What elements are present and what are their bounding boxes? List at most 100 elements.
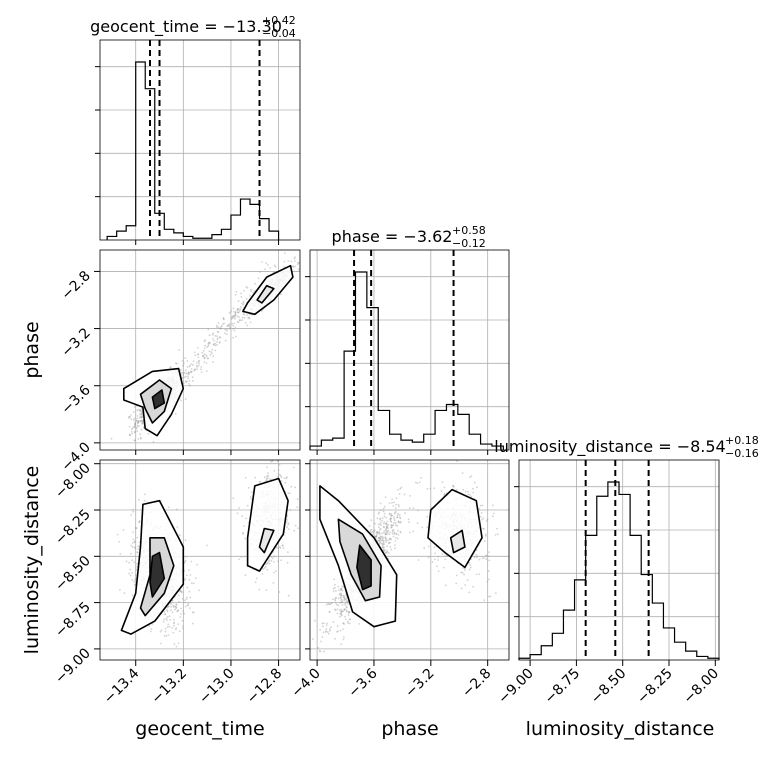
sample-point — [341, 610, 344, 613]
sample-point — [122, 529, 125, 531]
sample-point — [183, 561, 186, 563]
sample-point — [180, 399, 182, 402]
x-tick-label: −8.75 — [542, 666, 584, 708]
sample-point — [342, 610, 344, 613]
sample-point — [395, 532, 398, 535]
sample-point — [135, 574, 137, 576]
sample-point — [341, 599, 344, 601]
sample-point — [389, 518, 392, 521]
sample-point — [140, 416, 143, 418]
sample-point — [194, 369, 196, 371]
sample-point — [368, 525, 371, 527]
sample-point — [494, 534, 497, 536]
sample-point — [390, 521, 393, 523]
sample-point — [212, 332, 215, 335]
sample-point — [151, 623, 154, 625]
sample-point — [193, 369, 196, 372]
sample-point — [184, 380, 187, 383]
sample-point — [128, 572, 131, 575]
sample-point — [389, 546, 392, 548]
sample-point — [268, 559, 270, 561]
sample-point — [214, 342, 217, 345]
sample-point — [345, 597, 348, 599]
sample-point — [150, 630, 152, 633]
x-tick-label: −2.8 — [459, 666, 494, 701]
panel-geocent-time-vs-luminosity-distance — [99, 459, 301, 661]
sample-point — [398, 521, 400, 524]
sample-point — [180, 591, 183, 593]
sample-point — [237, 311, 240, 314]
ylabel-phase: phase — [21, 321, 43, 378]
sample-point — [385, 537, 388, 540]
sample-point — [136, 417, 138, 420]
sample-point — [170, 605, 172, 608]
sample-point — [163, 618, 166, 621]
sample-point — [235, 335, 237, 338]
sample-point — [381, 519, 384, 522]
sample-point — [197, 353, 199, 356]
sample-point — [160, 629, 163, 632]
sample-point — [382, 531, 385, 534]
sample-point — [129, 434, 132, 437]
sample-point — [462, 567, 464, 569]
sample-point — [318, 649, 321, 652]
sample-point — [188, 380, 191, 382]
sample-point — [388, 512, 391, 515]
sample-point — [418, 481, 421, 484]
title-geocent-time-sup: +0.42 — [262, 14, 296, 27]
sample-point — [228, 323, 231, 325]
sample-point — [385, 522, 387, 525]
sample-point — [136, 536, 139, 539]
sample-point — [326, 622, 328, 625]
title-luminosity-distance-sup: +0.18 — [725, 434, 759, 447]
sample-point — [314, 619, 316, 622]
sample-point — [266, 466, 268, 469]
sample-point — [186, 604, 189, 606]
density-fill — [247, 478, 289, 572]
sample-point — [327, 603, 330, 606]
sample-point — [243, 313, 246, 316]
sample-point — [234, 313, 237, 315]
sample-point — [178, 594, 180, 597]
sample-point — [394, 511, 396, 514]
sample-point — [164, 613, 167, 616]
sample-point — [478, 507, 480, 510]
sample-point — [389, 537, 392, 540]
sample-point — [455, 582, 458, 585]
sample-point — [186, 372, 189, 375]
y-tick-label: −3.6 — [58, 382, 93, 417]
sample-point — [169, 602, 172, 605]
panel-frame — [309, 249, 510, 451]
sample-point — [270, 559, 273, 562]
sample-point — [385, 530, 388, 532]
sample-point — [412, 507, 415, 510]
sample-point — [184, 398, 187, 400]
sample-point — [191, 379, 194, 382]
sample-point — [138, 498, 140, 501]
contour-line-0 — [120, 499, 185, 635]
sample-point — [286, 476, 288, 479]
sample-point — [175, 607, 177, 610]
sample-point — [198, 359, 201, 362]
sample-point — [136, 551, 139, 553]
sample-point — [207, 345, 210, 348]
sample-point — [164, 613, 167, 616]
sample-point — [325, 628, 328, 630]
contour-line-4 — [256, 284, 275, 304]
sample-point — [469, 494, 471, 496]
sample-point — [169, 619, 172, 621]
sample-point — [374, 536, 377, 538]
sample-point — [378, 530, 380, 533]
x-tick-label: −8.00 — [680, 666, 722, 708]
sample-point — [181, 619, 184, 622]
sample-point — [322, 631, 325, 634]
sample-point — [375, 535, 378, 537]
sample-point — [340, 601, 343, 604]
sample-point — [177, 609, 179, 612]
sample-point — [312, 638, 314, 640]
sample-point — [483, 599, 486, 602]
sample-point — [473, 481, 476, 484]
sample-point — [385, 541, 388, 543]
sample-point — [337, 630, 339, 633]
sample-point — [319, 628, 321, 631]
